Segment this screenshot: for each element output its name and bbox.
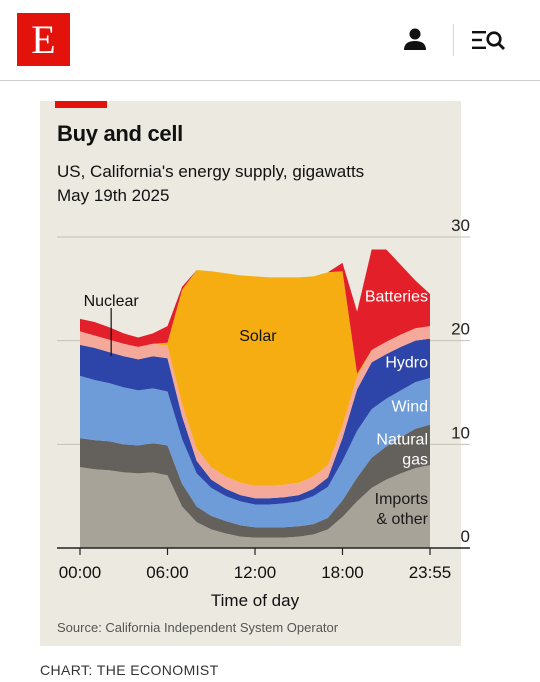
series-area-hydro [80,338,430,505]
series-label-hydro: Hydro [385,354,428,371]
series-area-batteries [80,249,430,374]
x-axis-label: Time of day [211,591,300,610]
x-tick-label: 00:00 [59,563,102,582]
chart-credit: CHART: THE ECONOMIST [40,662,219,678]
y-tick-label: 0 [461,527,470,546]
series-label-batteries: Batteries [365,289,428,306]
x-tick-label: 12:00 [234,563,277,582]
chart-red-tab [55,101,107,108]
x-tick-label: 18:00 [321,563,364,582]
chart-subtitle: US, California's energy supply, gigawatt… [57,162,365,181]
user-icon[interactable] [402,27,428,53]
series-label-imports-other: & other [376,511,428,528]
y-tick-label: 20 [451,320,470,339]
chart-source: Source: California Independent System Op… [57,620,339,635]
series-area-wind [80,375,430,528]
series-label-wind: Wind [392,398,428,415]
series-label-imports-other: Imports [375,491,428,508]
y-tick-label: 10 [451,423,470,442]
x-tick-label: 06:00 [146,563,189,582]
series-label-natural-gas: Natural [376,431,428,448]
series-area-imports-other [80,465,430,548]
series-area-solar [80,270,430,486]
header-divider [453,24,454,56]
series-area-natural-gas [80,424,430,538]
y-tick-label: 30 [451,216,470,235]
top-navigation-bar: E [0,0,540,81]
menu-search-icon[interactable] [470,27,508,53]
economist-logo[interactable]: E [17,13,70,66]
series-label-solar: Solar [239,328,277,345]
series-area-nuclear [80,326,430,499]
chart-date: May 19th 2025 [57,186,170,205]
series-label-natural-gas: gas [402,451,428,468]
chart-title: Buy and cell [57,121,183,146]
x-tick-label: 23:55 [409,563,452,582]
series-label-nuclear: Nuclear [84,293,140,310]
